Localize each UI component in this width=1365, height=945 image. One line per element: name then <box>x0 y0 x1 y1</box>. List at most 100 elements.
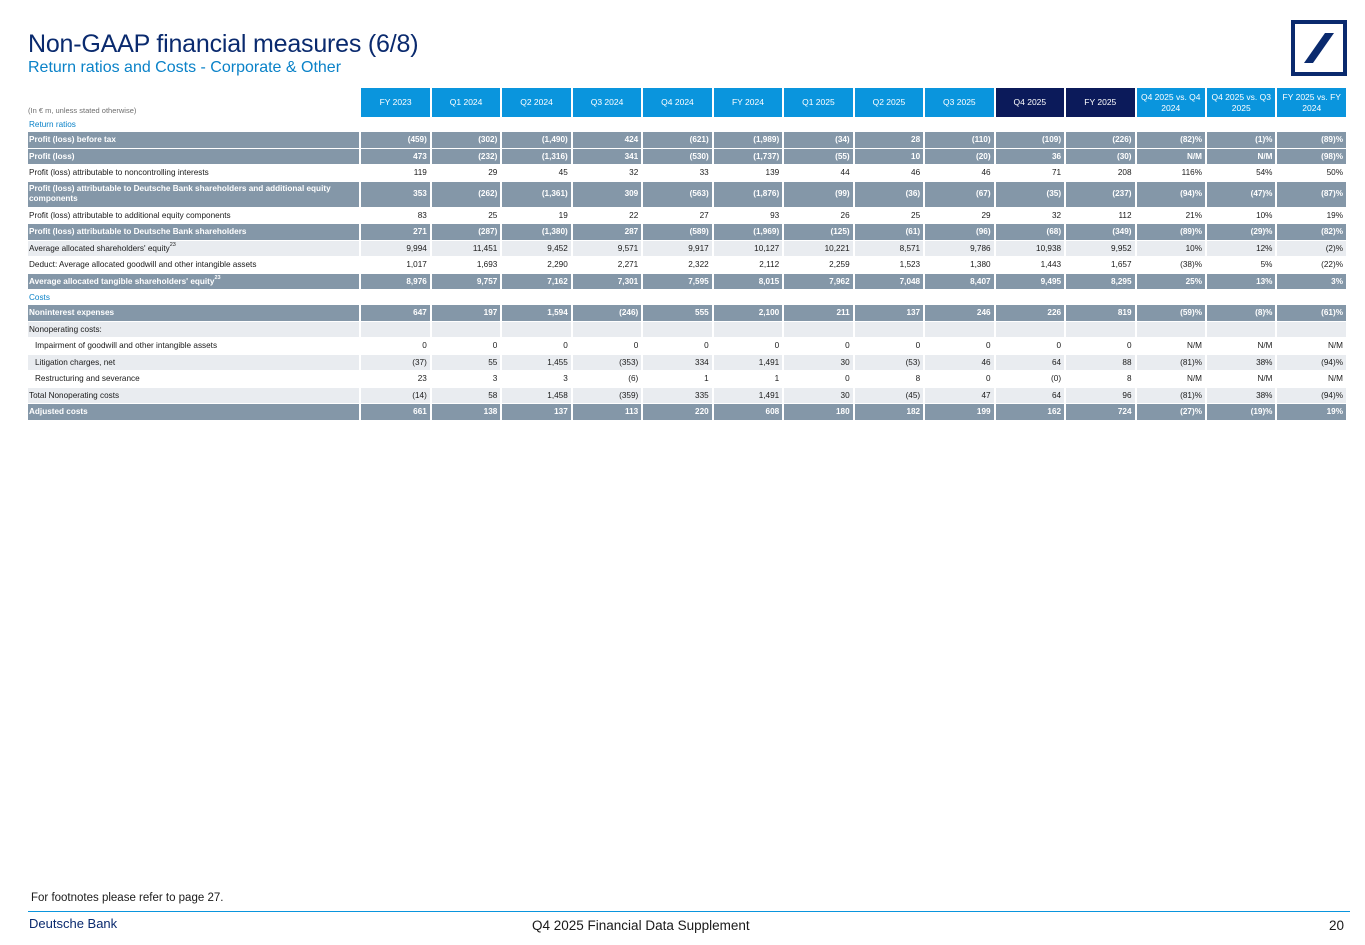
table-cell: (61)% <box>1277 305 1346 322</box>
document-title: Q4 2025 Financial Data Supplement <box>532 918 750 933</box>
table-cell: 197 <box>431 305 501 322</box>
table-cell: 608 <box>713 404 783 421</box>
table-cell: (8)% <box>1207 305 1276 322</box>
table-cell: (34) <box>784 132 853 149</box>
table-cell: (94)% <box>1136 181 1205 208</box>
table-cell: 44 <box>784 165 853 182</box>
unit-note: (In € m, unless stated otherwise) <box>28 106 137 115</box>
table-cell: 3 <box>431 371 501 388</box>
section-heading: Costs <box>28 290 1346 305</box>
table-cell: 2,112 <box>713 257 783 274</box>
table-cell <box>572 321 642 338</box>
table-cell: 1,380 <box>925 257 994 274</box>
table-cell: 2,290 <box>502 257 571 274</box>
table-cell: 54% <box>1207 165 1276 182</box>
table-cell: 1,594 <box>502 305 571 322</box>
table-cell: 26 <box>784 207 853 224</box>
table-cell: 661 <box>361 404 430 421</box>
table-cell <box>784 321 853 338</box>
table-cell: 38% <box>1207 354 1276 371</box>
table-cell: (96) <box>925 224 994 241</box>
column-header: FY 2025 <box>1066 88 1135 117</box>
table-row: Profit (loss) attributable to Deutsche B… <box>28 181 1346 208</box>
table-cell: 83 <box>361 207 430 224</box>
table-row: Total Nonoperating costs (14) 58 1,458 (359)… <box>28 387 1346 404</box>
table-cell: 555 <box>643 305 712 322</box>
row-label-text: Average allocated shareholders' equity <box>29 243 170 253</box>
row-label: Profit (loss) <box>28 148 360 165</box>
table-cell: 819 <box>1066 305 1135 322</box>
table-cell: 220 <box>643 404 712 421</box>
table-cell <box>925 321 994 338</box>
table-cell: 93 <box>713 207 783 224</box>
table-cell: 46 <box>925 354 994 371</box>
table-row: Profit (loss) attributable to Deutsche B… <box>28 224 1346 241</box>
table-cell: 25 <box>854 207 924 224</box>
table-cell <box>1066 321 1135 338</box>
table-cell: 9,452 <box>502 240 571 257</box>
slash-icon <box>1304 33 1334 63</box>
table-cell: 211 <box>784 305 853 322</box>
table-cell: (67) <box>925 181 994 208</box>
table-cell: 180 <box>784 404 853 421</box>
table-cell: (38)% <box>1136 257 1205 274</box>
table-cell: 10% <box>1136 240 1205 257</box>
row-label: Profit (loss) attributable to Deutsche B… <box>28 224 360 241</box>
table-cell: (1,380) <box>502 224 571 241</box>
row-label: Restructuring and severance <box>28 371 360 388</box>
table-cell: 64 <box>995 387 1065 404</box>
table-cell: 7,595 <box>643 273 712 290</box>
table-cell: 2,271 <box>572 257 642 274</box>
row-label-text: Impairment of goodwill and other intangi… <box>35 341 218 351</box>
table-cell: (87)% <box>1277 181 1346 208</box>
table-cell: (47)% <box>1207 181 1276 208</box>
table-cell: 246 <box>925 305 994 322</box>
table-cell: 0 <box>925 371 994 388</box>
page-number: 20 <box>1329 918 1345 933</box>
table-cell: 473 <box>361 148 430 165</box>
table-cell: 139 <box>713 165 783 182</box>
section-heading-row: Return ratios <box>28 117 1346 132</box>
table-cell: 9,757 <box>431 273 501 290</box>
table-cell: 88 <box>1066 354 1135 371</box>
table-cell: 113 <box>572 404 642 421</box>
table-row: Deduct: Average allocated goodwill and o… <box>28 257 1346 274</box>
table-cell: (109) <box>995 132 1065 149</box>
table-cell: 1,657 <box>1066 257 1135 274</box>
table-cell: 29 <box>431 165 501 182</box>
table-cell: 64 <box>995 354 1065 371</box>
table-cell: (22)% <box>1277 257 1346 274</box>
table-cell: (563) <box>643 181 712 208</box>
table-cell: 0 <box>431 338 501 355</box>
table-cell: 1,523 <box>854 257 924 274</box>
table-cell: 29 <box>925 207 994 224</box>
table-cell: 1,458 <box>502 387 571 404</box>
column-header: FY 2025 vs. FY 2024 <box>1277 88 1346 117</box>
table-cell: 8,015 <box>713 273 783 290</box>
table-cell: (94)% <box>1277 354 1346 371</box>
row-label: Noninterest expenses <box>28 305 360 322</box>
column-header: FY 2024 <box>713 88 783 117</box>
table-row: Average allocated tangible shareholders'… <box>28 273 1346 290</box>
row-label-text: Restructuring and severance <box>35 374 140 384</box>
table-cell: (1,876) <box>713 181 783 208</box>
table-cell: 8 <box>1066 371 1135 388</box>
table-cell: N/M <box>1136 148 1205 165</box>
table-cell: 0 <box>572 338 642 355</box>
table-cell: 1 <box>643 371 712 388</box>
table-cell <box>995 321 1065 338</box>
table-cell: (89)% <box>1277 132 1346 149</box>
deutsche-bank-logo <box>1291 20 1347 76</box>
table-cell: 30 <box>784 387 853 404</box>
table-cell: (1,737) <box>713 148 783 165</box>
table-cell: 647 <box>361 305 430 322</box>
table-cell <box>854 321 924 338</box>
table-cell: 208 <box>1066 165 1135 182</box>
table-cell: 112 <box>1066 207 1135 224</box>
table-cell: N/M <box>1207 148 1276 165</box>
table-cell: 46 <box>925 165 994 182</box>
table-cell: (237) <box>1066 181 1135 208</box>
table-cell: 0 <box>361 338 430 355</box>
table-cell: 21% <box>1136 207 1205 224</box>
table-cell: 334 <box>643 354 712 371</box>
